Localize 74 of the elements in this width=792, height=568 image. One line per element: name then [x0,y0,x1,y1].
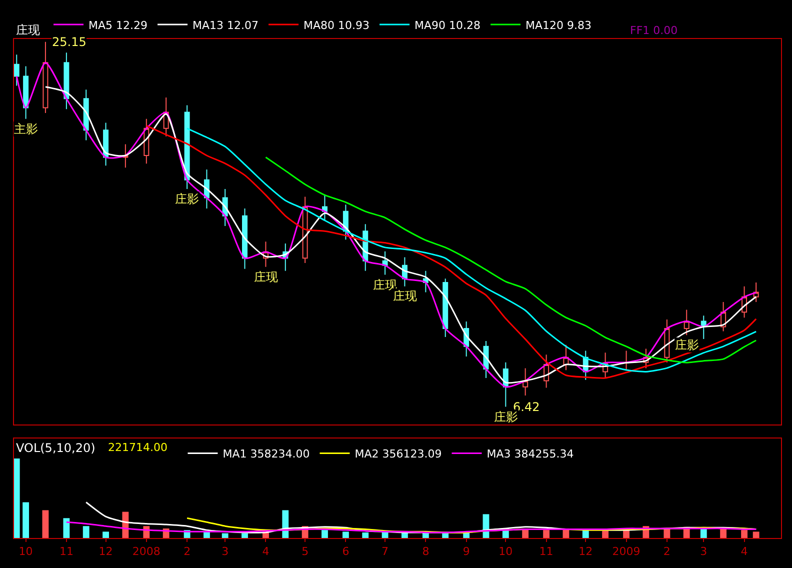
bar [242,533,248,538]
candlestick [382,250,388,276]
bar [602,530,609,538]
bar [222,533,228,538]
candlestick [522,368,528,396]
text: FF1 0.00 [630,24,678,37]
bar [14,458,20,538]
annotation: 主影 [14,122,38,136]
bar [664,528,670,538]
x-tick-label: 10 [18,545,33,558]
bar [463,532,470,538]
x-tick-label: 3 [222,545,229,558]
x-tick-label: 3 [700,545,708,558]
x-tick-label: 5 [302,545,309,558]
x-tick-label: 11 [539,545,554,558]
annotation: 庄影 [494,410,518,424]
x-tick-label: 4 [740,545,748,558]
legend-label: MA5 12.29 [88,18,148,32]
x-tick-label: 2 [663,545,670,558]
candlestick [14,54,20,86]
legend-label: MA80 10.93 [304,18,370,32]
bar [342,532,349,538]
x-tick-label: 2009 [612,545,640,558]
x-tick-label: 12 [98,545,113,558]
annotation: 庄现 [254,270,278,284]
legend-label: MA13 12.07 [192,18,259,32]
candlestick [753,282,759,302]
candlestick [664,319,670,363]
x-tick-label: 9 [462,545,470,558]
text: 221714.00 [108,441,168,454]
bar [322,530,328,538]
x-tick-label: 7 [382,545,389,558]
candlestick [23,66,29,120]
bar [422,532,429,538]
bar [102,532,109,538]
candlestick [322,194,328,221]
x-tick-label: 4 [262,545,270,558]
annotation: 庄影 [175,192,199,206]
bar [63,518,70,538]
candlestick [684,309,690,336]
bar [741,530,748,538]
x-tick-label: 8 [422,545,430,558]
bar [42,510,49,538]
x-tick-label: 6 [342,545,350,558]
chart-title: VOL(5,10,20) [16,441,96,455]
legend-label: MA90 10.28 [414,18,481,32]
bar [543,530,550,538]
candlestick [42,41,48,114]
x-tick-label: 10 [498,545,513,558]
annotation: 庄现 [393,289,417,303]
bar [82,526,90,538]
annotation: 25.15 [52,35,86,49]
bar [442,533,449,538]
candlestick [422,270,428,293]
bar [22,502,30,538]
legend-label: MA120 9.83 [526,18,592,32]
candlestick [242,208,248,270]
chart-title: 庄现 [16,23,40,37]
x-tick-label: 11 [59,545,74,558]
bar [700,528,707,538]
candlestick [64,52,70,110]
legend-label: MA3 384255.34 [486,447,574,460]
bar [362,532,369,538]
x-tick-label: 2008 [132,545,160,558]
legend-label: MA1 358234.00 [222,447,310,460]
candlestick [103,122,109,166]
candlestick [700,315,706,340]
annotation: 庄影 [675,338,699,352]
bar [752,532,760,538]
legend-label: MA2 356123.09 [354,447,442,460]
bar [402,532,408,538]
candlestick [442,278,448,338]
x-tick-label: 2 [184,545,191,558]
x-tick-label: 12 [578,545,593,558]
